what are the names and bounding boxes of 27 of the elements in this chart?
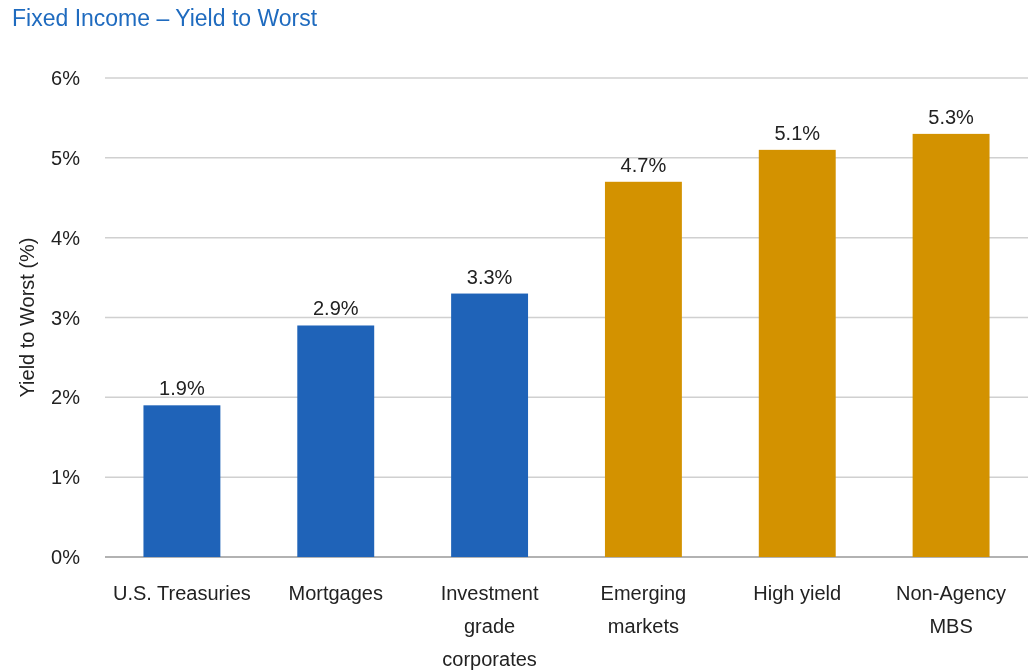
data-label: 5.1% (774, 121, 821, 144)
data-label: 5.3% (928, 105, 975, 128)
chart-title: Fixed Income – Yield to Worst (12, 5, 318, 31)
bar (143, 405, 221, 557)
x-tick-label: U.S. Treasuries (113, 582, 251, 604)
y-tick-label: 3% (51, 306, 81, 329)
y-tick-label: 5% (51, 146, 81, 169)
y-tick-label: 2% (51, 386, 81, 409)
bar (604, 181, 682, 557)
x-tick-label: Mortgages (288, 582, 383, 604)
x-tick-label: Emerging markets (600, 582, 687, 637)
bar (451, 293, 529, 557)
data-label: 4.7% (620, 153, 667, 176)
data-label: 2.9% (312, 297, 359, 320)
y-axis-title: Yield to Worst (%) (16, 237, 38, 398)
y-tick-label: 4% (51, 226, 81, 249)
x-tick-label: High yield (753, 582, 842, 604)
y-tick-label: 0% (51, 546, 81, 568)
data-label: 3.3% (466, 265, 513, 288)
x-tick-label: Investment grade corporates (440, 582, 539, 670)
y-tick-label: 1% (51, 466, 81, 489)
bar (912, 133, 990, 557)
x-tick-label: Non-Agency MBS (896, 582, 1007, 637)
data-label: 1.9% (159, 377, 205, 400)
bar (758, 149, 836, 557)
bar (297, 325, 375, 557)
y-tick-label: 6% (51, 67, 81, 89)
